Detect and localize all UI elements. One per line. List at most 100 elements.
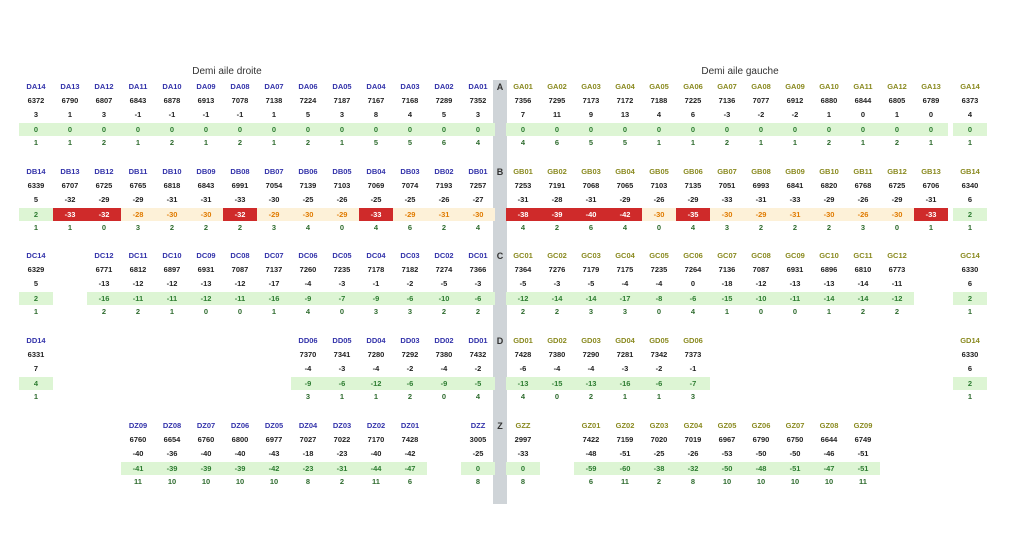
cell-value: -4 <box>304 279 312 288</box>
section-letter: C <box>496 251 504 261</box>
cell-value: 5 <box>33 195 39 204</box>
cell-value: 7289 <box>435 96 453 105</box>
cell-value: -6 <box>461 291 495 305</box>
cell-code: GD04 <box>615 336 635 345</box>
cell-value: 0 <box>928 110 934 119</box>
center-divider <box>493 80 507 504</box>
cell-value: 2 <box>826 223 832 232</box>
cell-value: 6707 <box>61 181 79 190</box>
cell-value: -6 <box>519 364 527 373</box>
cell-value: 0 <box>540 122 574 136</box>
cell-value: 7078 <box>231 96 249 105</box>
cell-value: 1 <box>622 392 628 401</box>
cell-value: -31 <box>166 195 178 204</box>
cell-value: -26 <box>438 195 450 204</box>
cell-value: 6725 <box>888 181 906 190</box>
cell-value: -1 <box>689 364 697 373</box>
cell-value: 0 <box>257 122 291 136</box>
cell-value: 4 <box>520 223 526 232</box>
cell-value: 4 <box>656 110 662 119</box>
cell-value: 0 <box>608 122 642 136</box>
cell-value: -1 <box>372 279 380 288</box>
cell-value: 6644 <box>820 435 838 444</box>
cell-value: -2 <box>406 279 414 288</box>
cell-value: -33 <box>53 207 87 221</box>
cell-value: 7173 <box>582 96 600 105</box>
cell-value: 6993 <box>752 181 770 190</box>
cell-value: -18 <box>721 279 733 288</box>
cell-code: DB04 <box>366 167 386 176</box>
cell-value: -3 <box>553 279 561 288</box>
cell-value: -30 <box>291 207 325 221</box>
cell-value: 7139 <box>299 181 317 190</box>
cell-value: 7022 <box>333 435 351 444</box>
cell-code: DC06 <box>298 251 318 260</box>
cell-value: 7175 <box>616 265 634 274</box>
cell-value: 3005 <box>469 435 487 444</box>
cell-code: DA09 <box>196 82 216 91</box>
cell-value: 2 <box>894 138 900 147</box>
cell-code: DC02 <box>434 251 454 260</box>
cell-value: -14 <box>574 291 608 305</box>
cell-value: -27 <box>472 195 484 204</box>
cell-value: -31 <box>925 195 937 204</box>
cell-value: 10 <box>235 477 245 486</box>
cell-value: -50 <box>789 449 801 458</box>
cell-value: -12 <box>506 291 540 305</box>
cell-value: 0 <box>953 122 987 136</box>
cell-value: 2 <box>19 207 53 221</box>
cell-value: 6765 <box>129 181 147 190</box>
cell-value: 4 <box>305 307 311 316</box>
cell-code: GZ09 <box>853 421 873 430</box>
cell-value: 0 <box>155 122 189 136</box>
cell-code: DB11 <box>128 167 148 176</box>
cell-code: DD02 <box>434 336 454 345</box>
cell-value: 0 <box>744 122 778 136</box>
cell-code: GD02 <box>547 336 567 345</box>
cell-code: DB07 <box>264 167 284 176</box>
cell-value: 4 <box>690 223 696 232</box>
cell-value: -12 <box>234 279 246 288</box>
cell-value: -4 <box>621 279 629 288</box>
cell-value: -18 <box>302 449 314 458</box>
cell-value: -5 <box>519 279 527 288</box>
cell-value: 7027 <box>299 435 317 444</box>
cell-value: 4 <box>520 138 526 147</box>
cell-value: -6 <box>642 376 676 390</box>
cell-value: 7276 <box>548 265 566 274</box>
cell-value: 6800 <box>231 435 249 444</box>
cell-value: -33 <box>517 449 529 458</box>
cell-value: 3 <box>339 110 345 119</box>
cell-value: 6977 <box>265 435 283 444</box>
cell-code: GB11 <box>853 167 873 176</box>
cell-value: -30 <box>189 207 223 221</box>
cell-code: DC14 <box>26 251 46 260</box>
cell-value: 0 <box>87 122 121 136</box>
cell-value: 7103 <box>333 181 351 190</box>
cell-code: DA13 <box>60 82 80 91</box>
cell-value: 1 <box>33 223 39 232</box>
cell-value: 8 <box>373 110 379 119</box>
cell-value: -1 <box>202 110 210 119</box>
cell-value: -60 <box>608 461 642 475</box>
cell-value: -33 <box>359 207 393 221</box>
cell-value: 3 <box>135 223 141 232</box>
cell-value: 2997 <box>514 435 532 444</box>
cell-value: -31 <box>325 461 359 475</box>
cell-value: 6812 <box>129 265 147 274</box>
cell-value: 2 <box>656 477 662 486</box>
cell-code: GA11 <box>853 82 873 91</box>
cell-value: 7182 <box>401 265 419 274</box>
cell-value: -7 <box>676 376 710 390</box>
cell-value: -26 <box>846 207 880 221</box>
cell-value: 0 <box>237 307 243 316</box>
cell-value: -32 <box>64 195 76 204</box>
cell-value: -31 <box>778 207 812 221</box>
cell-value: 2 <box>441 307 447 316</box>
cell-value: 1 <box>135 138 141 147</box>
cell-value: 3 <box>475 110 481 119</box>
cell-value: 7191 <box>548 181 566 190</box>
cell-value: -11 <box>778 291 812 305</box>
cell-value: 7356 <box>514 96 532 105</box>
cell-value: 0 <box>710 122 744 136</box>
